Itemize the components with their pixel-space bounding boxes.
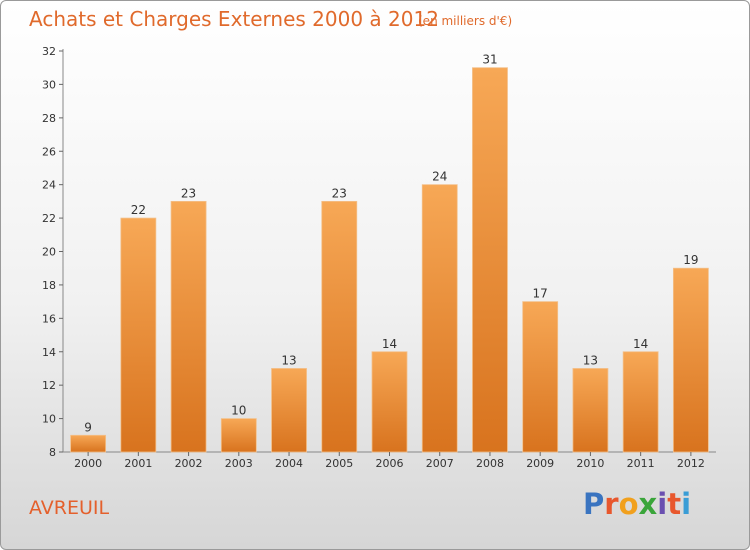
y-tick-label: 22: [42, 212, 56, 225]
x-tick-label: 2008: [476, 457, 504, 470]
bar: [220, 418, 257, 453]
x-tick-label: 2009: [526, 457, 554, 470]
data-label: 31: [482, 53, 497, 67]
y-tick-label: 30: [42, 78, 56, 91]
x-tick-label: 2006: [376, 457, 404, 470]
data-label: 13: [583, 353, 598, 367]
y-tick-label: 8: [49, 446, 56, 459]
x-tick-label: 2010: [576, 457, 604, 470]
proxiti-logo: Proxiti: [583, 487, 691, 521]
y-tick-label: 32: [42, 45, 56, 58]
data-label: 23: [181, 186, 196, 200]
x-tick-label: 2001: [124, 457, 152, 470]
bar: [522, 301, 559, 453]
x-tick-label: 2007: [426, 457, 454, 470]
bar: [371, 351, 408, 453]
y-tick-label: 10: [42, 413, 56, 426]
y-tick-label: 26: [42, 145, 56, 158]
chart-title: Achats et Charges Externes 2000 à 2012: [29, 7, 439, 31]
y-tick-label: 16: [42, 312, 56, 325]
data-label: 13: [281, 353, 296, 367]
logo-letter: P: [583, 487, 605, 521]
chart-unit: (en milliers d'€): [418, 14, 513, 28]
x-tick-label: 2004: [275, 457, 303, 470]
y-tick-label: 18: [42, 279, 56, 292]
logo-letter: o: [618, 487, 639, 521]
data-label: 17: [533, 287, 548, 301]
x-tick-label: 2012: [677, 457, 705, 470]
y-tick-label: 14: [42, 346, 56, 359]
y-tick-label: 12: [42, 379, 56, 392]
data-label: 24: [432, 170, 447, 184]
data-label: 14: [633, 337, 648, 351]
data-label: 23: [332, 186, 347, 200]
commune-name: AVREUIL: [29, 497, 110, 519]
data-label: 22: [131, 203, 146, 217]
logo-letter: t: [667, 487, 682, 521]
bar: [170, 200, 207, 453]
x-tick-label: 2005: [325, 457, 353, 470]
data-label: 14: [382, 337, 397, 351]
y-tick-label: 24: [42, 179, 56, 192]
bar: [271, 368, 307, 453]
bar: [572, 368, 609, 453]
x-tick-label: 2003: [225, 457, 253, 470]
logo-letter: i: [681, 487, 692, 521]
x-tick-label: 2000: [74, 457, 102, 470]
x-tick-label: 2002: [175, 457, 203, 470]
logo-letter: i: [657, 487, 668, 521]
data-label: 10: [231, 404, 246, 418]
data-label: 19: [683, 253, 698, 267]
bar: [70, 434, 107, 453]
bar: [321, 200, 358, 453]
bar: [622, 351, 659, 453]
y-tick-label: 28: [42, 112, 56, 125]
bar: [672, 267, 709, 453]
x-tick-label: 2011: [627, 457, 655, 470]
data-label: 9: [84, 420, 92, 434]
logo-letter: x: [638, 487, 658, 521]
y-tick-label: 20: [42, 246, 56, 259]
bar: [120, 217, 157, 453]
bar: [472, 67, 508, 453]
logo-letter: r: [604, 487, 619, 521]
bar: [421, 184, 458, 453]
